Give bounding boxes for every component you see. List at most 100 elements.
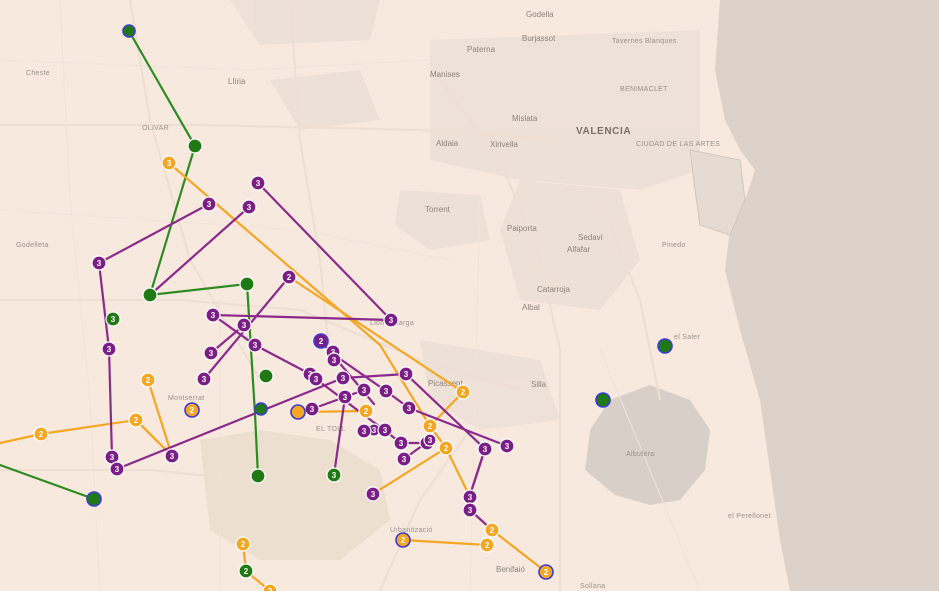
route-stop-marker[interactable]: 3: [250, 175, 266, 191]
marker-dot[interactable]: [401, 400, 417, 416]
route-segment[interactable]: [0, 463, 96, 501]
route-stop-marker[interactable]: 2: [235, 536, 251, 552]
marker-dot[interactable]: [238, 563, 254, 579]
route-stop-marker[interactable]: 3: [477, 441, 493, 457]
marker-dot[interactable]: [479, 537, 495, 553]
marker-dot[interactable]: [383, 312, 399, 328]
marker-dot[interactable]: [308, 371, 324, 387]
marker-dot[interactable]: [396, 451, 412, 467]
route-segment[interactable]: [115, 376, 345, 471]
route-stop-marker[interactable]: 3: [499, 438, 515, 454]
route-stop-marker[interactable]: [239, 276, 255, 292]
route-stop-marker[interactable]: 3: [423, 433, 437, 447]
marker-dot[interactable]: [499, 438, 515, 454]
marker-dot[interactable]: [109, 461, 125, 477]
marker-dot[interactable]: [262, 583, 278, 591]
route-segment[interactable]: [341, 372, 408, 380]
route-segment[interactable]: [211, 313, 393, 322]
route-stop-marker[interactable]: [290, 404, 306, 420]
marker-dot[interactable]: [187, 138, 203, 154]
marker-dot[interactable]: [196, 371, 212, 387]
route-stop-marker[interactable]: 3: [109, 461, 125, 477]
route-stop-marker[interactable]: 2: [395, 532, 411, 548]
route-stop-marker[interactable]: [142, 287, 158, 303]
marker-dot[interactable]: [105, 311, 121, 327]
route-stop-marker[interactable]: 2: [484, 522, 500, 538]
marker-dot[interactable]: [254, 402, 268, 416]
route-stop-marker[interactable]: 3: [401, 400, 417, 416]
route-stop-marker[interactable]: [595, 392, 611, 408]
route-stop-marker[interactable]: 2: [281, 269, 297, 285]
marker-dot[interactable]: [247, 337, 263, 353]
route-stop-marker[interactable]: 2: [140, 372, 156, 388]
marker-dot[interactable]: [423, 433, 437, 447]
route-stop-marker[interactable]: 3: [308, 371, 324, 387]
marker-dot[interactable]: [236, 317, 252, 333]
marker-dot[interactable]: [142, 287, 158, 303]
marker-dot[interactable]: [91, 255, 107, 271]
marker-dot[interactable]: [365, 486, 381, 502]
route-stop-marker[interactable]: 2: [184, 402, 200, 418]
marker-dot[interactable]: [313, 333, 329, 349]
marker-dot[interactable]: [356, 423, 372, 439]
marker-dot[interactable]: [122, 24, 136, 38]
route-segment[interactable]: [371, 446, 448, 496]
marker-dot[interactable]: [335, 370, 351, 386]
route-stop-marker[interactable]: [86, 491, 102, 507]
route-segment[interactable]: [148, 205, 251, 297]
marker-dot[interactable]: [356, 382, 372, 398]
route-stop-marker[interactable]: 2: [238, 563, 254, 579]
marker-dot[interactable]: [477, 441, 493, 457]
route-segment[interactable]: [401, 538, 489, 547]
marker-dot[interactable]: [393, 435, 409, 451]
route-stop-marker[interactable]: 3: [398, 366, 414, 382]
route-stop-marker[interactable]: 3: [247, 337, 263, 353]
route-stop-marker[interactable]: 3: [365, 486, 381, 502]
route-stop-marker[interactable]: 3: [383, 312, 399, 328]
route-stop-marker[interactable]: 2: [33, 426, 49, 442]
route-stop-marker[interactable]: 3: [101, 341, 117, 357]
marker-dot[interactable]: [657, 338, 673, 354]
marker-dot[interactable]: [326, 467, 342, 483]
marker-dot[interactable]: [250, 175, 266, 191]
route-segment[interactable]: [127, 29, 260, 478]
route-segment[interactable]: [314, 377, 429, 445]
route-stop-marker[interactable]: [122, 24, 136, 38]
route-stop-marker[interactable]: 3: [462, 489, 478, 505]
route-stop-marker[interactable]: 3: [241, 199, 257, 215]
route-stop-marker[interactable]: [258, 368, 274, 384]
route-stop-marker[interactable]: 2: [358, 403, 374, 419]
route-stop-marker[interactable]: 2: [128, 412, 144, 428]
marker-dot[interactable]: [184, 402, 200, 418]
marker-dot[interactable]: [140, 372, 156, 388]
route-stop-marker[interactable]: 3: [377, 422, 393, 438]
marker-dot[interactable]: [378, 383, 394, 399]
marker-dot[interactable]: [337, 389, 353, 405]
route-stop-marker[interactable]: [657, 338, 673, 354]
route-segment[interactable]: [490, 528, 548, 574]
marker-dot[interactable]: [462, 502, 478, 518]
marker-dot[interactable]: [203, 345, 219, 361]
marker-dot[interactable]: [290, 404, 306, 420]
route-stop-marker[interactable]: 3: [378, 383, 394, 399]
route-stop-marker[interactable]: 3: [335, 370, 351, 386]
marker-dot[interactable]: [164, 448, 180, 464]
route-stop-marker[interactable]: 3: [201, 196, 217, 212]
route-segment[interactable]: [97, 202, 211, 265]
route-stop-marker[interactable]: 3: [104, 449, 120, 465]
marker-dot[interactable]: [377, 422, 393, 438]
marker-dot[interactable]: [161, 155, 177, 171]
marker-dot[interactable]: [86, 491, 102, 507]
route-stop-marker[interactable]: 3: [337, 389, 353, 405]
route-stop-marker[interactable]: 3: [326, 352, 342, 368]
route-stop-marker[interactable]: [187, 138, 203, 154]
route-stop-marker[interactable]: 2: [422, 418, 438, 434]
route-stop-marker[interactable]: 3: [396, 451, 412, 467]
marker-dot[interactable]: [438, 440, 454, 456]
route-segment[interactable]: [468, 447, 487, 497]
route-stop-marker[interactable]: 3: [236, 317, 252, 333]
marker-dot[interactable]: [205, 307, 221, 323]
marker-dot[interactable]: [235, 536, 251, 552]
route-stop-marker[interactable]: 3: [91, 255, 107, 271]
